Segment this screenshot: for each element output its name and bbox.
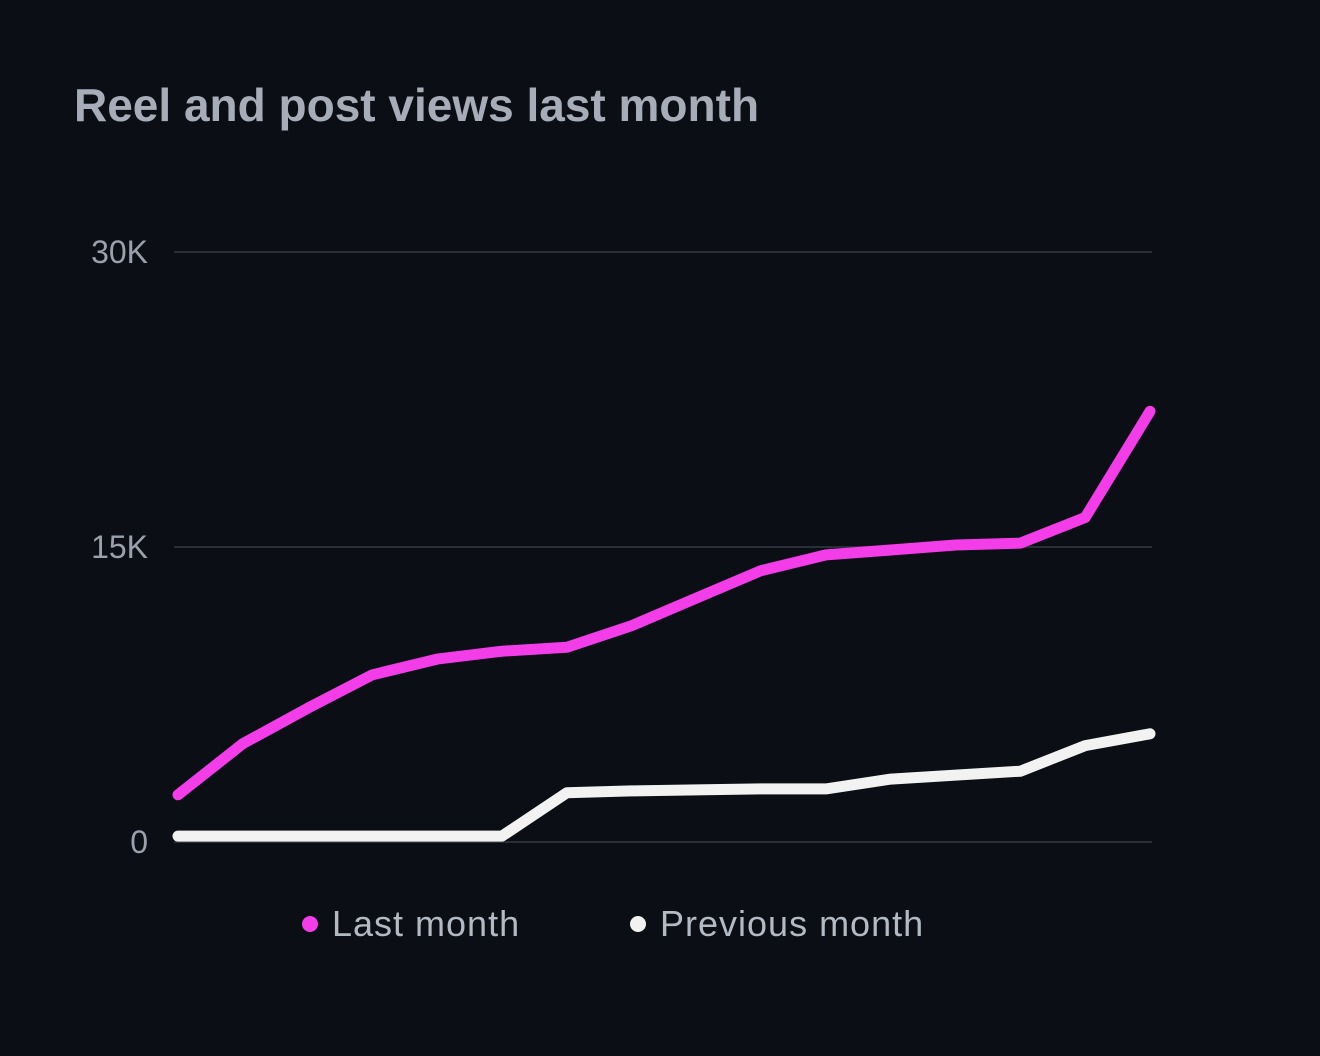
legend-item-last-month: Last month: [302, 900, 520, 948]
legend-label-last-month: Last month: [332, 903, 521, 944]
series-line-previous-month: [172, 728, 1156, 842]
legend-dot-previous-month: [630, 916, 646, 932]
y-tick-label-0: 0: [130, 824, 148, 860]
y-tick-label-2: 30K: [91, 234, 148, 270]
legend-item-previous-month: Previous month: [630, 900, 924, 948]
series-lines: [172, 405, 1156, 842]
legend: Last month Previous month: [0, 900, 1320, 950]
y-tick-label-1: 15K: [91, 529, 148, 565]
legend-label-previous-month: Previous month: [660, 903, 925, 944]
chart-title: Reel and post views last month: [74, 79, 760, 131]
series-line-last-month: [172, 405, 1156, 801]
y-axis-ticks: 0 15K 30K: [91, 234, 148, 860]
legend-dot-last-month: [302, 916, 318, 932]
